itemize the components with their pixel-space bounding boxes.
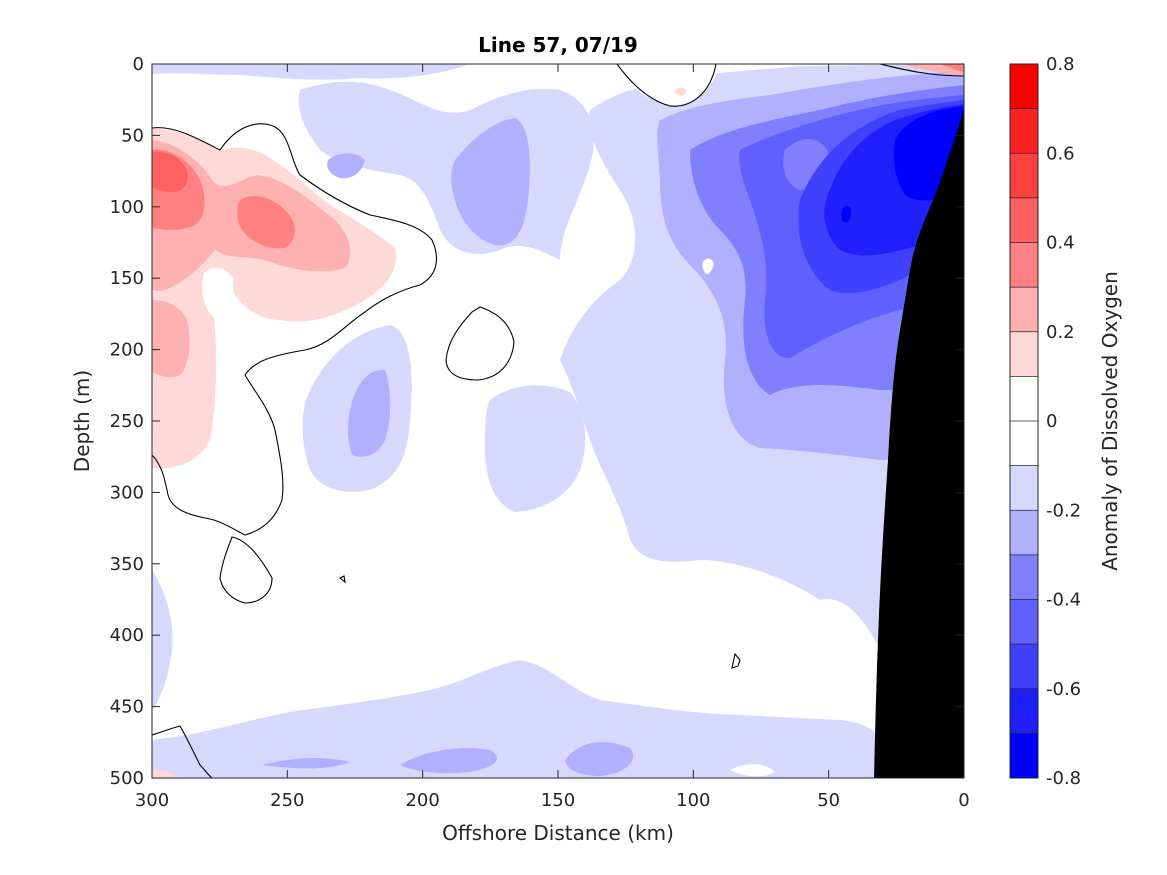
- x-tick-label: 150: [541, 790, 575, 811]
- colorbar-label: Anomaly of Dissolved Oxygen: [1098, 271, 1122, 571]
- y-tick-label: 50: [121, 125, 144, 146]
- y-axis-label: Depth (m): [70, 370, 94, 472]
- colorbar-segment: [1010, 287, 1038, 332]
- contour-fill-pos-small: [674, 87, 686, 96]
- plot-area: [152, 64, 964, 778]
- seafloor-bathymetry: [874, 64, 964, 778]
- y-tick-label: 100: [110, 197, 144, 218]
- colorbar-tick-label: -0.4: [1046, 590, 1081, 611]
- colorbar: 0.8 0.6 0.4 0.2 0 -0.2 -0.4 -0.6 -0.8: [1009, 54, 1081, 789]
- chart-title: Line 57, 07/19: [478, 33, 638, 57]
- zero-contour-speck-b: [731, 652, 741, 669]
- colorbar-segment: [1010, 599, 1038, 645]
- colorbar-tick-label: 0.4: [1046, 233, 1075, 254]
- contour-fill-neg-0.2-bottom-c: [565, 742, 634, 776]
- contour-fill-neg-0.2-north: [451, 118, 530, 246]
- contour-fill-pos-surface-b: [940, 64, 964, 72]
- colorbar-tick-label: 0: [1046, 411, 1057, 432]
- y-tick-label: 300: [110, 482, 144, 503]
- zero-contour-bottom-west: [152, 725, 213, 778]
- zero-contour-top: [616, 64, 717, 107]
- y-tick-label: 350: [110, 554, 144, 575]
- colorbar-segment: [1010, 688, 1038, 734]
- y-axis: 0 50 100 150 200 250 300 350 400 450 500: [110, 54, 964, 789]
- colorbar-segment: [1010, 644, 1038, 689]
- colorbar-segment: [1010, 331, 1038, 377]
- contour-hole-pos-white: [202, 267, 234, 318]
- colorbar-segment: [1010, 108, 1038, 154]
- x-axis-label: Offshore Distance (km): [442, 821, 674, 845]
- y-tick-label: 200: [110, 340, 144, 361]
- x-tick-label: 250: [270, 790, 304, 811]
- contour-fill-neg-0.1-west-edge: [152, 570, 173, 710]
- zero-contour-surface-east: [879, 64, 964, 77]
- y-tick-label: 0: [133, 54, 144, 75]
- colorbar-segment: [1010, 153, 1038, 198]
- contour-fill-neg-0.1-top-strip: [152, 64, 470, 80]
- contour-fill-pos-0.2-deep: [152, 300, 190, 378]
- colorbar-tick-label: 0.8: [1046, 54, 1075, 75]
- y-tick-label: 250: [110, 411, 144, 432]
- colorbar-segment: [1010, 510, 1038, 555]
- contour-fill-pos-bottom-corner: [152, 770, 180, 778]
- zero-contour-lines: [152, 64, 964, 778]
- contour-hole-zero-b: [730, 764, 775, 777]
- x-tick-label: 100: [676, 790, 710, 811]
- x-tick-label: 200: [405, 790, 439, 811]
- x-tick-label: 0: [958, 790, 969, 811]
- contour-fill-neg-0.2-bottom-a: [262, 758, 350, 769]
- colorbar-segment: [1010, 376, 1038, 421]
- zero-contour-speck-a: [338, 575, 346, 584]
- y-tick-label: 400: [110, 625, 144, 646]
- colorbar-segment: [1010, 421, 1038, 466]
- colorbar-segment: [1010, 197, 1038, 243]
- contour-fill-neg-0.1-bottom: [152, 660, 880, 778]
- colorbar-segment: [1010, 64, 1038, 109]
- contour-fill-neg-0.7-small: [841, 206, 852, 223]
- zero-contour-loop-b: [445, 306, 515, 381]
- zero-contour-loop-a: [219, 536, 273, 604]
- contour-fill-neg-0.1-central: [485, 385, 586, 512]
- zero-contour-main: [152, 123, 438, 536]
- x-tick-label: 50: [817, 790, 840, 811]
- colorbar-tick-label: -0.8: [1046, 768, 1081, 789]
- contour-fill-pos-0.3-east: [237, 196, 295, 249]
- contour-fill-neg-0.2-mid: [347, 369, 391, 457]
- colorbar-segment: [1010, 242, 1038, 288]
- colorbar-tick-label: -0.2: [1046, 500, 1081, 521]
- y-tick-label: 500: [110, 768, 144, 789]
- contour-fill-neg-0.2-small: [327, 153, 365, 179]
- contour-hole-zero-a: [702, 258, 714, 275]
- contour-hole-zero-top: [620, 64, 720, 106]
- y-tick-label: 150: [110, 268, 144, 289]
- x-axis: 300 250 200 150 100 50 0: [135, 64, 970, 811]
- colorbar-tick-label: -0.6: [1046, 679, 1081, 700]
- x-tick-label: 300: [135, 790, 169, 811]
- colorbar-segment: [1010, 554, 1038, 600]
- positive-anomaly-contours: [152, 64, 964, 778]
- colorbar-frame: [1009, 63, 1039, 779]
- colorbar-tick-label: 0.6: [1046, 143, 1075, 164]
- contour-fill-pos-0.4: [152, 151, 188, 192]
- colorbar-segment: [1010, 465, 1038, 511]
- colorbar-segment: [1010, 733, 1038, 778]
- colorbar-tick-label: 0.2: [1046, 322, 1075, 343]
- contour-fill-neg-0.2-bottom-b: [400, 748, 498, 774]
- y-tick-label: 450: [110, 697, 144, 718]
